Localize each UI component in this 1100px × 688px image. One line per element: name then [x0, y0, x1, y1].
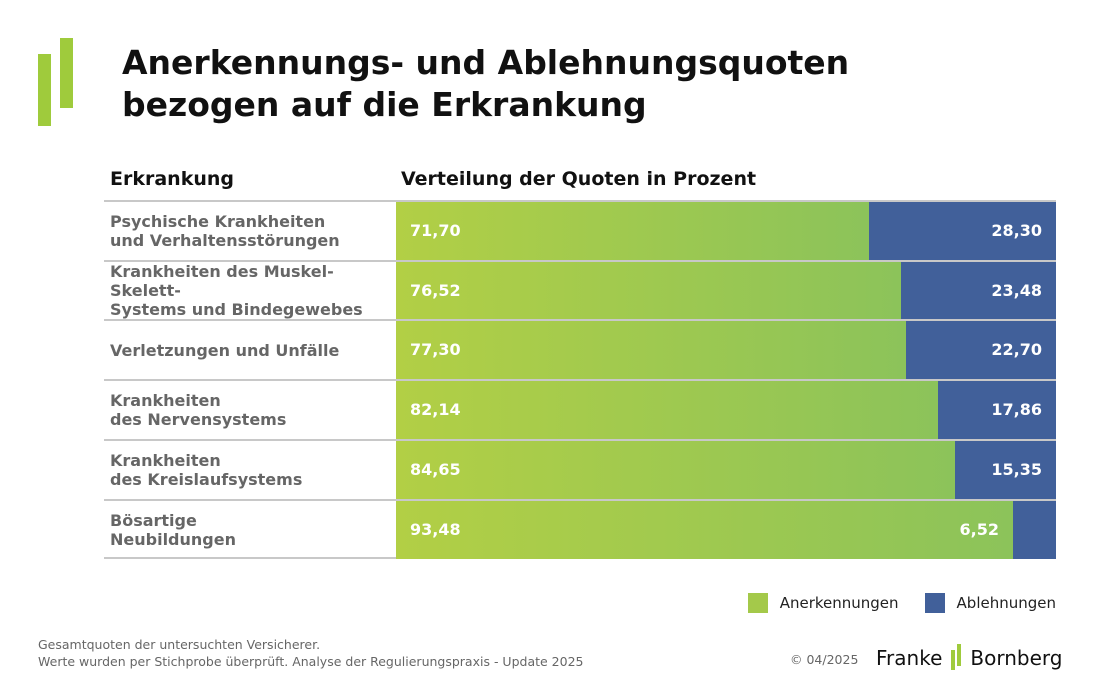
bar-segment-anerkennungen [396, 321, 907, 380]
bar-area: 77,30 22,70 [396, 321, 1056, 380]
brand-mark-icon [949, 644, 963, 672]
value-label-anerkennungen: 82,14 [410, 400, 461, 420]
legend: Anerkennungen Ablehnungen [722, 593, 1056, 613]
value-label-anerkennungen: 93,48 [410, 519, 461, 539]
bar-area: 76,52 23,48 [396, 261, 1056, 320]
bar-segment-ablehnungen [938, 381, 1056, 440]
value-label-anerkennungen: 71,70 [410, 221, 461, 240]
value-label-ablehnungen: 15,35 [991, 459, 1042, 479]
legend-label-ablehnungen: Ablehnungen [956, 594, 1056, 612]
chart-row: Verletzungen und Unfälle 77,30 22,70 [104, 319, 1056, 380]
value-label-anerkennungen: 76,52 [410, 280, 461, 300]
title-line-2: bezogen auf die Erkrankung [122, 85, 647, 124]
bar-segment-ablehnungen [869, 202, 1056, 260]
value-label-anerkennungen: 84,65 [410, 459, 461, 479]
chart-row: Krankheiten des Kreislaufsystems 84,65 15,… [104, 438, 1056, 499]
footnote-line-2: Werte wurden per Stichprobe überprüft. A… [38, 654, 584, 669]
page-title: Anerkennungs- und Ablehnungsquoten bezog… [122, 42, 1022, 126]
category-label: Krankheiten des Muskel-Skelett- Systems … [110, 262, 363, 320]
column-header-category: Erkrankung [110, 168, 234, 190]
bar-segment-anerkennungen [396, 440, 955, 499]
stacked-bar-chart: Psychische Krankheiten und Verhaltensstö… [104, 200, 1056, 559]
category-label: Krankheiten des Kreislaufsystems [110, 450, 303, 489]
bar-segment-ablehnungen [1012, 500, 1056, 559]
bar-area: 84,65 15,35 [396, 440, 1056, 499]
brand-name-right: Bornberg [970, 646, 1063, 670]
bar-segment-ablehnungen [954, 440, 1056, 499]
copyright: © 04/2025 [790, 652, 859, 667]
category-label: Verletzungen und Unfälle [110, 340, 340, 360]
value-label-ablehnungen: 17,86 [991, 400, 1042, 420]
brand-logo-mark [38, 38, 74, 128]
legend-swatch-anerkennungen [747, 593, 768, 613]
value-label-anerkennungen: 77,30 [410, 340, 461, 360]
bar-area: 71,70 28,30 [396, 202, 1056, 260]
bar-segment-anerkennungen [396, 261, 902, 320]
logo-bar-right [60, 38, 73, 108]
bar-segment-anerkennungen [396, 381, 939, 440]
bar-area: 82,14 17,86 [396, 381, 1056, 440]
category-label: Bösartige Neubildungen [110, 510, 236, 549]
column-header-values: Verteilung der Quoten in Prozent [401, 168, 757, 190]
value-label-ablehnungen: 23,48 [991, 280, 1042, 300]
chart-row: Krankheiten des Nervensystems 82,14 17,86 [104, 379, 1056, 440]
title-line-1: Anerkennungs- und Ablehnungsquoten [122, 43, 850, 82]
category-label: Psychische Krankheiten und Verhaltensstö… [110, 212, 340, 250]
legend-swatch-ablehnungen [924, 593, 945, 613]
bar-segment-anerkennungen [396, 202, 870, 260]
chart-row: Psychische Krankheiten und Verhaltensstö… [104, 200, 1056, 260]
legend-label-anerkennungen: Anerkennungen [779, 594, 899, 612]
bar-segment-ablehnungen [906, 321, 1056, 380]
value-label-ablehnungen: 6,52 [959, 519, 999, 539]
brand-logo: Franke Bornberg [876, 644, 1062, 672]
logo-bar-left [38, 54, 51, 126]
category-label: Krankheiten des Nervensystems [110, 391, 287, 430]
bar-area: 93,48 6,52 [396, 500, 1056, 559]
legend-item-anerkennungen: Anerkennungen [747, 593, 899, 613]
bar-segment-ablehnungen [901, 261, 1056, 320]
footnote: Gesamtquoten der untersuchten Versichere… [38, 636, 584, 670]
footnote-line-1: Gesamtquoten der untersuchten Versichere… [38, 637, 321, 652]
legend-item-ablehnungen: Ablehnungen [924, 593, 1056, 613]
chart-row: Bösartige Neubildungen 93,48 6,52 [104, 498, 1056, 559]
chart-row: Krankheiten des Muskel-Skelett- Systems … [104, 259, 1056, 320]
bar-segment-anerkennungen [396, 500, 1013, 559]
value-label-ablehnungen: 28,30 [991, 221, 1042, 240]
value-label-ablehnungen: 22,70 [991, 340, 1042, 360]
brand-name-left: Franke [876, 646, 943, 670]
